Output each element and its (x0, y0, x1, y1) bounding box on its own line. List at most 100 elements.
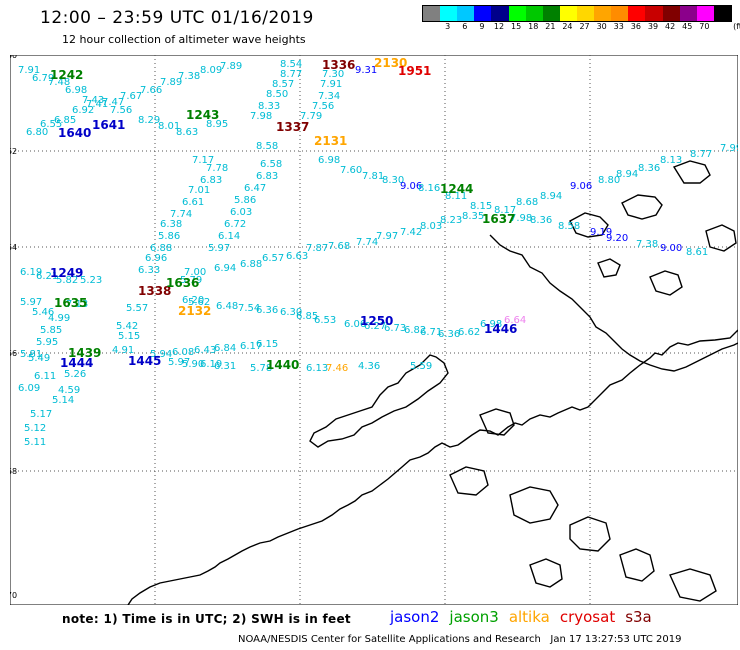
legend-swatch (525, 6, 543, 21)
wave-height-value: 7.54 (238, 303, 260, 314)
wave-height-value: 6.21 (36, 271, 58, 282)
legend-swatch (594, 6, 612, 21)
wave-height-value: 6.88 (240, 259, 262, 270)
pass-time-label: 1338 (138, 284, 171, 298)
wave-height-value: 7.13 (66, 299, 88, 310)
island-coast-11 (619, 548, 655, 582)
graticule (10, 55, 738, 605)
legend-swatch (645, 6, 663, 21)
wave-height-value: 7.66 (140, 85, 162, 96)
wave-height-value: 7.89 (220, 61, 242, 72)
wave-height-value: 6.92 (72, 105, 94, 116)
wave-height-value: 6.58 (260, 159, 282, 170)
legend-tick-label: 24 (562, 22, 573, 31)
pass-time-label: 1641 (92, 118, 125, 132)
wave-height-value: 8.54 (280, 59, 302, 70)
wave-height-value: 8.29 (138, 115, 160, 126)
wave-height-value: 7.30 (322, 69, 344, 80)
wave-height-value: 8.77 (690, 149, 712, 160)
wave-height-value: 9.19 (590, 227, 612, 238)
island-coast-13 (529, 558, 563, 588)
wave-height-value: 6.03 (230, 207, 252, 218)
wave-height-value: 9.06 (570, 181, 592, 192)
legend-swatch (508, 6, 526, 21)
wave-height-value: 6.83 (200, 175, 222, 186)
legend-swatch (611, 6, 629, 21)
coastline (127, 160, 738, 605)
wave-height-value: 5.26 (64, 369, 86, 380)
footer-credit: NOAA/NESDIS Center for Satellite Applica… (238, 634, 681, 645)
legend-unit: (ft) (733, 22, 740, 31)
latitude-label: -66 (10, 349, 17, 358)
legend-tick-label: 27 (579, 22, 590, 31)
wave-height-value: 5.86 (158, 231, 180, 242)
wave-height-value: 6.98 (65, 85, 87, 96)
legend-tick-label: 70 (699, 22, 710, 31)
wave-height-map: -60-62-64-66-68-70 -75-72-69-66-63-60 7.… (10, 55, 738, 605)
pass-time-label: 1244 (440, 182, 473, 196)
wave-height-value: 6.73 (384, 323, 406, 334)
wave-height-value: 8.01 (158, 121, 180, 132)
legend-swatch (628, 6, 646, 21)
wave-height-value: 7.74 (170, 209, 192, 220)
wave-height-value: 5.49 (28, 353, 50, 364)
legend-tick-label: 6 (462, 22, 468, 31)
wave-height-value: 5.23 (80, 275, 102, 286)
wave-height-value: 6.96 (145, 253, 167, 264)
latitude-labels: -60 -62 -64 -66 -68 -70 (10, 55, 17, 600)
pass-time-label: 1336 (322, 58, 355, 72)
latitude-label: -68 (10, 467, 17, 476)
island-coast-10 (569, 516, 611, 552)
wave-height-value: 6.06 (344, 319, 366, 330)
wave-height-value: 6.79 (32, 73, 54, 84)
wave-height-value: 6.83 (256, 171, 278, 182)
pass-time-label: 2132 (178, 304, 211, 318)
wave-height-value: 4.36 (358, 361, 380, 372)
wave-height-value: 9.31 (355, 65, 377, 76)
wave-height-value: 5.94 (150, 349, 172, 360)
legend-tick-label: 9 (479, 22, 485, 31)
wave-height-value: 7.68 (328, 241, 350, 252)
island-coast-9 (509, 486, 559, 524)
wave-height-value: 7.34 (318, 91, 340, 102)
wave-height-value: 7.91 (18, 65, 40, 76)
wave-height-value: 6.98 (480, 319, 502, 330)
generated-timestamp: Jan 17 13:27:53 UTC 2019 (550, 634, 682, 645)
wave-height-value: 7.41 (86, 99, 108, 110)
wave-height-value: 8.16 (418, 183, 440, 194)
pass-time-label: 2130 (374, 56, 407, 70)
wave-height-value: 6.19 (20, 267, 42, 278)
wave-height-value: 7.67 (120, 91, 142, 102)
wave-height-value: 7.99 (720, 143, 738, 154)
wave-height-value: 6.55 (40, 119, 62, 130)
wave-height-value: 5.97 (168, 357, 190, 368)
wave-height-value: 8.94 (540, 191, 562, 202)
footer-note: note: 1) Time is in UTC; 2) SWH is in fe… (62, 612, 351, 626)
wave-height-value: 6.48 (216, 301, 238, 312)
legend-swatch (679, 6, 697, 21)
legend-tick-label: 30 (596, 22, 607, 31)
wave-height-value: 5.81 (20, 349, 42, 360)
wave-height-value: 6.31 (214, 361, 236, 372)
graham-land-coast (489, 234, 738, 372)
legend-swatch (491, 6, 509, 21)
pass-time-label: 1337 (276, 120, 309, 134)
legend-swatch (559, 6, 577, 21)
wave-height-value: 5.42 (116, 321, 138, 332)
satellite-legend-item: jason2 (390, 608, 440, 626)
wave-height-value: 6.30 (280, 307, 302, 318)
satellite-legend-item: s3a (625, 608, 652, 626)
wave-height-value: 8.80 (598, 175, 620, 186)
color-legend-bar (422, 5, 732, 22)
wave-height-value: 5.85 (40, 325, 62, 336)
wave-height-value: 5.62 (188, 297, 210, 308)
pass-time-label: 1439 (68, 346, 101, 360)
pass-time-label: 1440 (266, 358, 299, 372)
wave-height-value: 6.43 (194, 345, 216, 356)
legend-tick-label: 36 (630, 22, 641, 31)
island-coast-8 (449, 466, 489, 496)
legend-tick-label: 33 (613, 22, 624, 31)
wave-height-value: 8.30 (382, 175, 404, 186)
